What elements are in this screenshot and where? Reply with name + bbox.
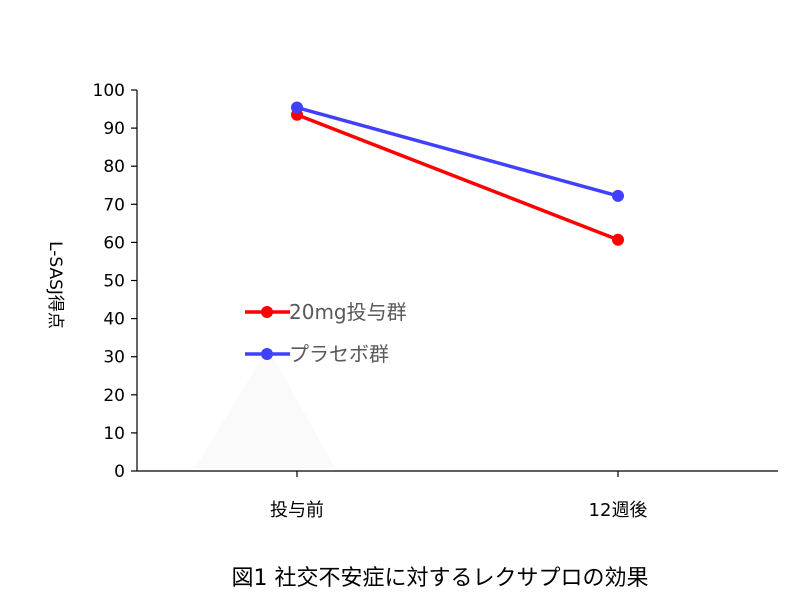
- series-group: [291, 101, 624, 246]
- data-point: [612, 233, 624, 246]
- y-tick-label: 60: [103, 233, 125, 253]
- series-line: [296, 113, 619, 242]
- y-tick-label: 20: [103, 386, 125, 406]
- x-tick-label: 12週後: [589, 500, 648, 521]
- legend-label: プラセボ群: [289, 342, 389, 366]
- x-axis-categories: 投与前 12週後: [270, 471, 647, 521]
- background-shape: [195, 348, 335, 468]
- figure-caption: 図1 社交不安症に対するレクサプロの効果: [232, 566, 649, 591]
- legend-swatch-marker: [261, 306, 273, 318]
- y-tick-label: 10: [103, 424, 125, 444]
- y-tick-label: 90: [103, 119, 125, 139]
- y-tick-label: 100: [93, 81, 125, 101]
- y-tick-label: 40: [103, 310, 125, 330]
- legend-label: 20mg投与群: [289, 300, 407, 324]
- y-tick-label: 80: [103, 157, 125, 177]
- legend-swatch-marker: [261, 348, 273, 360]
- y-tick-label: 50: [103, 272, 125, 292]
- y-tick-label: 0: [114, 462, 125, 482]
- y-tick-label: 70: [103, 195, 125, 215]
- y-axis-ticks: 0 10 20 30 40 50 60 70 80 90 100: [93, 81, 137, 482]
- data-point: [612, 189, 624, 202]
- x-tick-label: 投与前: [270, 500, 324, 521]
- data-point: [291, 101, 303, 114]
- y-tick-label: 30: [103, 348, 125, 368]
- y-axis-label: L-SASJ得点: [45, 241, 65, 329]
- series-line: [296, 105, 619, 198]
